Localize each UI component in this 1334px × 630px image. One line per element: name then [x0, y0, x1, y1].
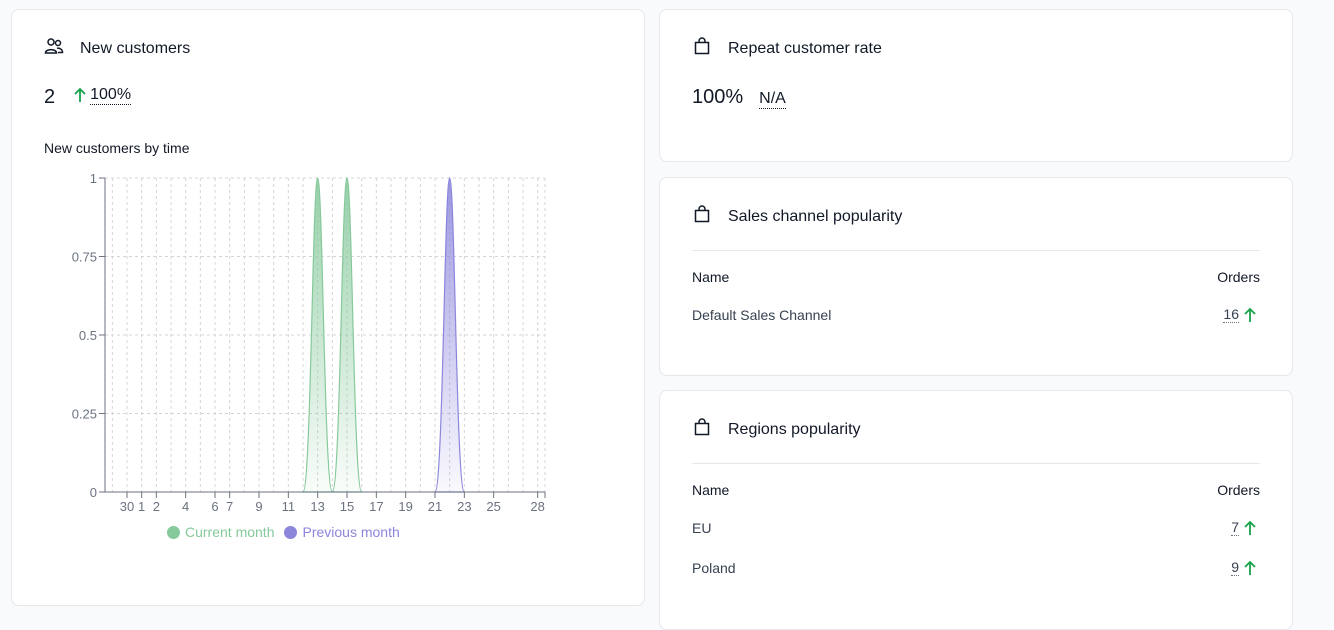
area-peak-current-month — [302, 177, 333, 493]
orders-count[interactable]: 16 — [1223, 306, 1239, 324]
trend-up: 100% — [73, 86, 132, 105]
x-tick-label: 13 — [310, 499, 324, 514]
orders-cell: 7 — [1231, 519, 1257, 537]
arrow-up-icon — [1244, 560, 1256, 576]
orders-cell: 16 — [1223, 306, 1257, 324]
column-name: Name — [692, 269, 730, 285]
regions-header: Regions popularity — [692, 417, 861, 442]
region-name: Poland — [692, 560, 736, 577]
orders-count[interactable]: 7 — [1231, 519, 1239, 537]
metric-value: 2 — [44, 86, 56, 109]
column-orders: Orders — [1217, 269, 1260, 285]
shopping-bag-icon — [692, 417, 728, 442]
x-tick-label: 1 — [138, 499, 145, 514]
legend-previous-swatch — [284, 525, 298, 539]
card-title: Repeat customer rate — [728, 39, 882, 57]
region-name: EU — [692, 520, 712, 537]
arrow-up-icon — [1244, 520, 1256, 536]
column-orders: Orders — [1217, 482, 1260, 498]
y-tick-label: 0.25 — [72, 407, 97, 422]
card-title: New customers — [80, 39, 191, 57]
table-row: Poland 9 — [692, 559, 1260, 577]
sales-channel-header: Sales channel popularity — [692, 204, 902, 229]
table-row: EU 7 — [692, 519, 1260, 537]
x-tick-label: 11 — [282, 499, 296, 514]
divider — [692, 250, 1260, 251]
divider — [692, 463, 1260, 464]
chart-legend: Current month Previous month — [167, 524, 410, 540]
y-tick-label: 0.5 — [79, 328, 97, 343]
new-customers-header: New customers — [44, 36, 190, 61]
table-header: Name Orders — [692, 482, 1260, 498]
repeat-rate-metric: 100% N/A — [692, 86, 786, 109]
sales-channel-card: Sales channel popularity Name Orders Def… — [659, 177, 1293, 376]
chart-x-ticks: 30 1 2 4 6 7 9 11 13 15 17 19 21 23 25 28 — [120, 492, 546, 514]
x-tick-label: 25 — [486, 499, 500, 514]
chart-axes — [104, 178, 545, 493]
card-title: Sales channel popularity — [728, 207, 903, 225]
x-tick-label: 19 — [398, 499, 412, 514]
shopping-bag-icon — [692, 36, 728, 61]
table-header: Name Orders — [692, 269, 1260, 285]
chart-title: New customers by time — [44, 140, 190, 156]
change-na[interactable]: N/A — [759, 90, 786, 109]
channel-name: Default Sales Channel — [692, 307, 832, 324]
repeat-rate-header: Repeat customer rate — [692, 36, 882, 61]
column-name: Name — [692, 482, 730, 498]
arrow-up-icon — [1244, 307, 1256, 323]
x-tick-label: 30 — [120, 499, 134, 514]
legend-previous-month[interactable]: Previous month — [284, 524, 400, 540]
repeat-customer-rate-card: Repeat customer rate 100% N/A — [659, 9, 1293, 162]
area-peak-current-month — [331, 177, 363, 493]
x-tick-label: 28 — [530, 499, 544, 514]
x-tick-label: 4 — [182, 499, 189, 514]
chart-grid — [105, 177, 546, 493]
x-tick-label: 2 — [153, 499, 160, 514]
change-percent[interactable]: 100% — [90, 86, 132, 105]
new-customers-metric: 2 100% — [44, 86, 132, 109]
shopping-bag-icon — [692, 204, 728, 229]
y-tick-label: 0.75 — [72, 250, 97, 265]
orders-count[interactable]: 9 — [1231, 559, 1239, 577]
regions-popularity-card: Regions popularity Name Orders EU 7 Pola… — [659, 390, 1293, 630]
legend-previous-label: Previous month — [302, 524, 400, 540]
card-title: Regions popularity — [728, 420, 861, 438]
x-tick-label: 21 — [428, 499, 442, 514]
area-peak-previous-month — [434, 177, 465, 493]
x-tick-label: 9 — [255, 499, 262, 514]
chart-areas — [105, 177, 545, 493]
chart-y-ticks: 0 0.25 0.5 0.75 1 — [72, 171, 105, 500]
x-tick-label: 6 — [211, 499, 218, 514]
legend-current-label: Current month — [185, 524, 275, 540]
x-tick-label: 23 — [457, 499, 471, 514]
orders-cell: 9 — [1231, 559, 1257, 577]
arrow-up-icon — [74, 88, 86, 103]
metric-value: 100% — [692, 86, 744, 108]
x-tick-label: 7 — [226, 499, 233, 514]
users-icon — [44, 36, 80, 61]
new-customers-card: New customers 2 100% New customers by ti… — [11, 9, 645, 606]
legend-current-month[interactable]: Current month — [167, 524, 274, 540]
x-tick-label: 17 — [369, 499, 383, 514]
y-tick-label: 1 — [90, 171, 97, 186]
y-tick-label: 0 — [90, 485, 97, 500]
x-tick-label: 15 — [340, 499, 354, 514]
page-scroll-edge — [1312, 0, 1334, 614]
table-row: Default Sales Channel 16 — [692, 306, 1260, 324]
legend-current-swatch — [167, 525, 180, 539]
